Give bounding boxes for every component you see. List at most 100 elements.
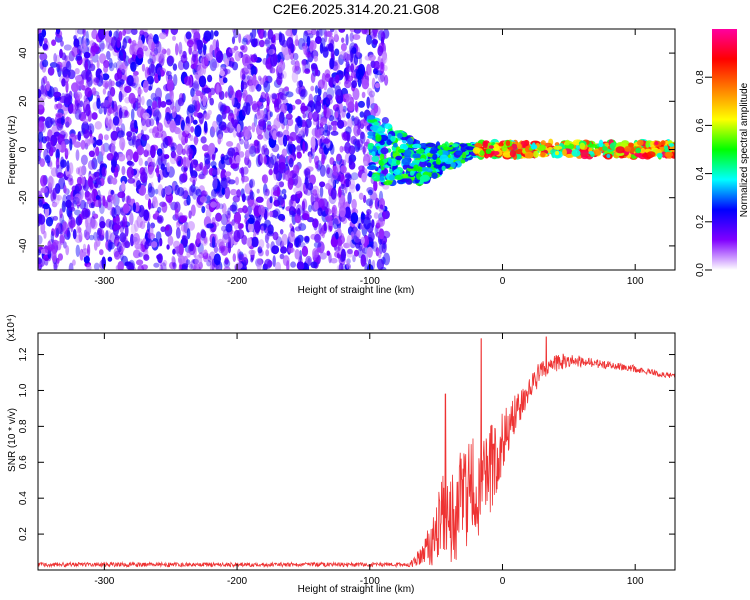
heatmap-cell [308,174,316,185]
heatmap-cell [386,139,392,146]
heatmap-cell [352,87,360,101]
heatmap-cell [288,242,294,248]
heatmap-cell [203,113,210,120]
heatmap-cell [308,154,312,164]
heatmap-cell [353,233,361,244]
heatmap-cell [160,163,165,171]
heatmap-cell [206,259,212,267]
heatmap-cell [242,89,248,102]
heatmap-cell [564,139,571,146]
heatmap-cell [345,173,352,180]
heatmap-cell [116,37,121,49]
heatmap-cell [200,136,207,144]
heatmap-cell [45,216,54,227]
heatmap-cell [91,112,98,120]
heatmap-cell [241,193,246,203]
heatmap-cell [311,144,316,155]
heatmap-cell [378,160,384,166]
heatmap-cell [49,159,53,170]
heatmap-cell [248,85,256,93]
heatmap-cell [281,233,288,246]
heatmap-cell [250,65,257,77]
heatmap-cell [108,30,113,37]
heatmap-cell [353,249,359,257]
heatmap-cell [211,154,216,161]
heatmap-cell [140,169,146,182]
heatmap-cell [184,123,191,134]
heatmap-cell [455,151,463,156]
spectrogram-y-axis-label: Frequency (Hz) [7,116,18,185]
heatmap-cell [56,63,60,73]
heatmap-cell [118,90,123,103]
heatmap-cell [98,39,105,52]
heatmap-cell [359,111,365,118]
heatmap-cell [216,83,220,95]
heatmap-cell [302,113,307,119]
heatmap-cell [382,243,386,250]
heatmap-cell [403,149,412,157]
heatmap-cell [130,108,135,121]
heatmap-cell [46,81,50,92]
heatmap-cell [161,48,167,55]
heatmap-cell [272,130,278,141]
heatmap-cell [92,174,97,181]
heatmap-cell [314,161,319,169]
heatmap-cell [303,30,308,36]
heatmap-cell [351,198,357,210]
heatmap-cell [249,191,255,201]
heatmap-cell [177,97,184,107]
heatmap-cell [204,153,211,165]
heatmap-cell [365,198,374,207]
heatmap-cell [174,208,179,220]
heatmap-cell [425,142,436,148]
heatmap-cell [255,196,264,203]
heatmap-cell [268,168,273,176]
heatmap-cell [267,29,274,40]
heatmap-cell [180,54,188,64]
heatmap-cell [313,94,322,102]
heatmap-cell [288,157,294,168]
heatmap-cell [210,201,217,208]
heatmap-cell [233,29,239,39]
x-tick-label: 100 [627,576,644,587]
heatmap-cell [379,140,385,146]
heatmap-cell [138,252,144,258]
heatmap-cell [355,183,361,191]
heatmap-cell [294,236,301,245]
heatmap-cell [186,194,191,206]
heatmap-cell [173,154,181,162]
heatmap-cell [298,130,305,141]
heatmap-cell [249,178,256,188]
heatmap-cell [38,88,42,99]
heatmap-cell [303,168,311,176]
heatmap-cell [231,36,236,45]
heatmap-cell [234,222,239,230]
heatmap-cell [285,91,294,98]
heatmap-cell [87,160,96,170]
heatmap-cell [89,177,94,190]
heatmap-cell [153,34,159,44]
heatmap-cell [83,229,90,240]
heatmap-cell [74,209,81,216]
heatmap-cell [602,146,608,151]
heatmap-cell [315,30,320,38]
heatmap-cell [136,94,142,106]
heatmap-cell [83,255,90,264]
heatmap-cell [236,123,241,133]
heatmap-cell [129,57,135,70]
heatmap-cell [267,93,272,104]
heatmap-cell [290,261,296,268]
heatmap-cell [375,219,384,227]
heatmap-cell [301,213,310,221]
heatmap-cell [40,175,47,187]
heatmap-cell [169,120,176,133]
x-tick-label: -200 [227,276,247,287]
heatmap-cell [272,255,276,268]
heatmap-cell [95,146,100,157]
heatmap-cell [150,241,158,248]
snr-panel: -300 -200 -100 0 100 0.2 0.4 0.6 0.8 1.0 1.2 Heig… [6,314,676,595]
heatmap-cell [108,57,113,69]
heatmap-cell [147,221,151,232]
heatmap-cell [153,262,160,268]
